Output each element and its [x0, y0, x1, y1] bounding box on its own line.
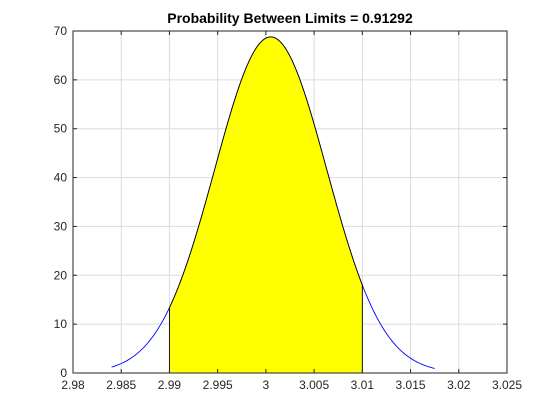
ticks: 2.98 2.985 2.99 2.995 3 3.005 3.01 3.015 3.02 3.0…	[54, 24, 523, 392]
y-tick-label: 20	[54, 268, 68, 282]
y-tick-label: 50	[54, 122, 68, 136]
y-tick-label: 70	[54, 24, 68, 38]
x-tick-label: 2.995	[203, 378, 233, 392]
y-tick-label: 60	[54, 73, 68, 87]
y-tick-label: 0	[60, 366, 67, 380]
x-tick-label: 3.02	[447, 378, 471, 392]
x-tick-label: 2.99	[158, 378, 182, 392]
x-tick-label: 3.01	[351, 378, 375, 392]
x-tick-label: 3.025	[492, 378, 522, 392]
y-tick-label: 30	[54, 219, 68, 233]
x-tick-label: 3.005	[299, 378, 329, 392]
plot-area	[111, 36, 507, 374]
x-tick-label: 2.98	[61, 378, 85, 392]
y-tick-label: 10	[54, 317, 68, 331]
chart-title: Probability Between Limits = 0.91292	[167, 10, 413, 26]
shaded-probability-region	[168, 36, 363, 374]
x-tick-label: 3	[263, 378, 270, 392]
y-tick-label: 40	[54, 171, 68, 185]
axes-box	[72, 30, 508, 374]
x-tick-label: 2.985	[106, 378, 136, 392]
x-tick-label: 3.015	[396, 378, 426, 392]
